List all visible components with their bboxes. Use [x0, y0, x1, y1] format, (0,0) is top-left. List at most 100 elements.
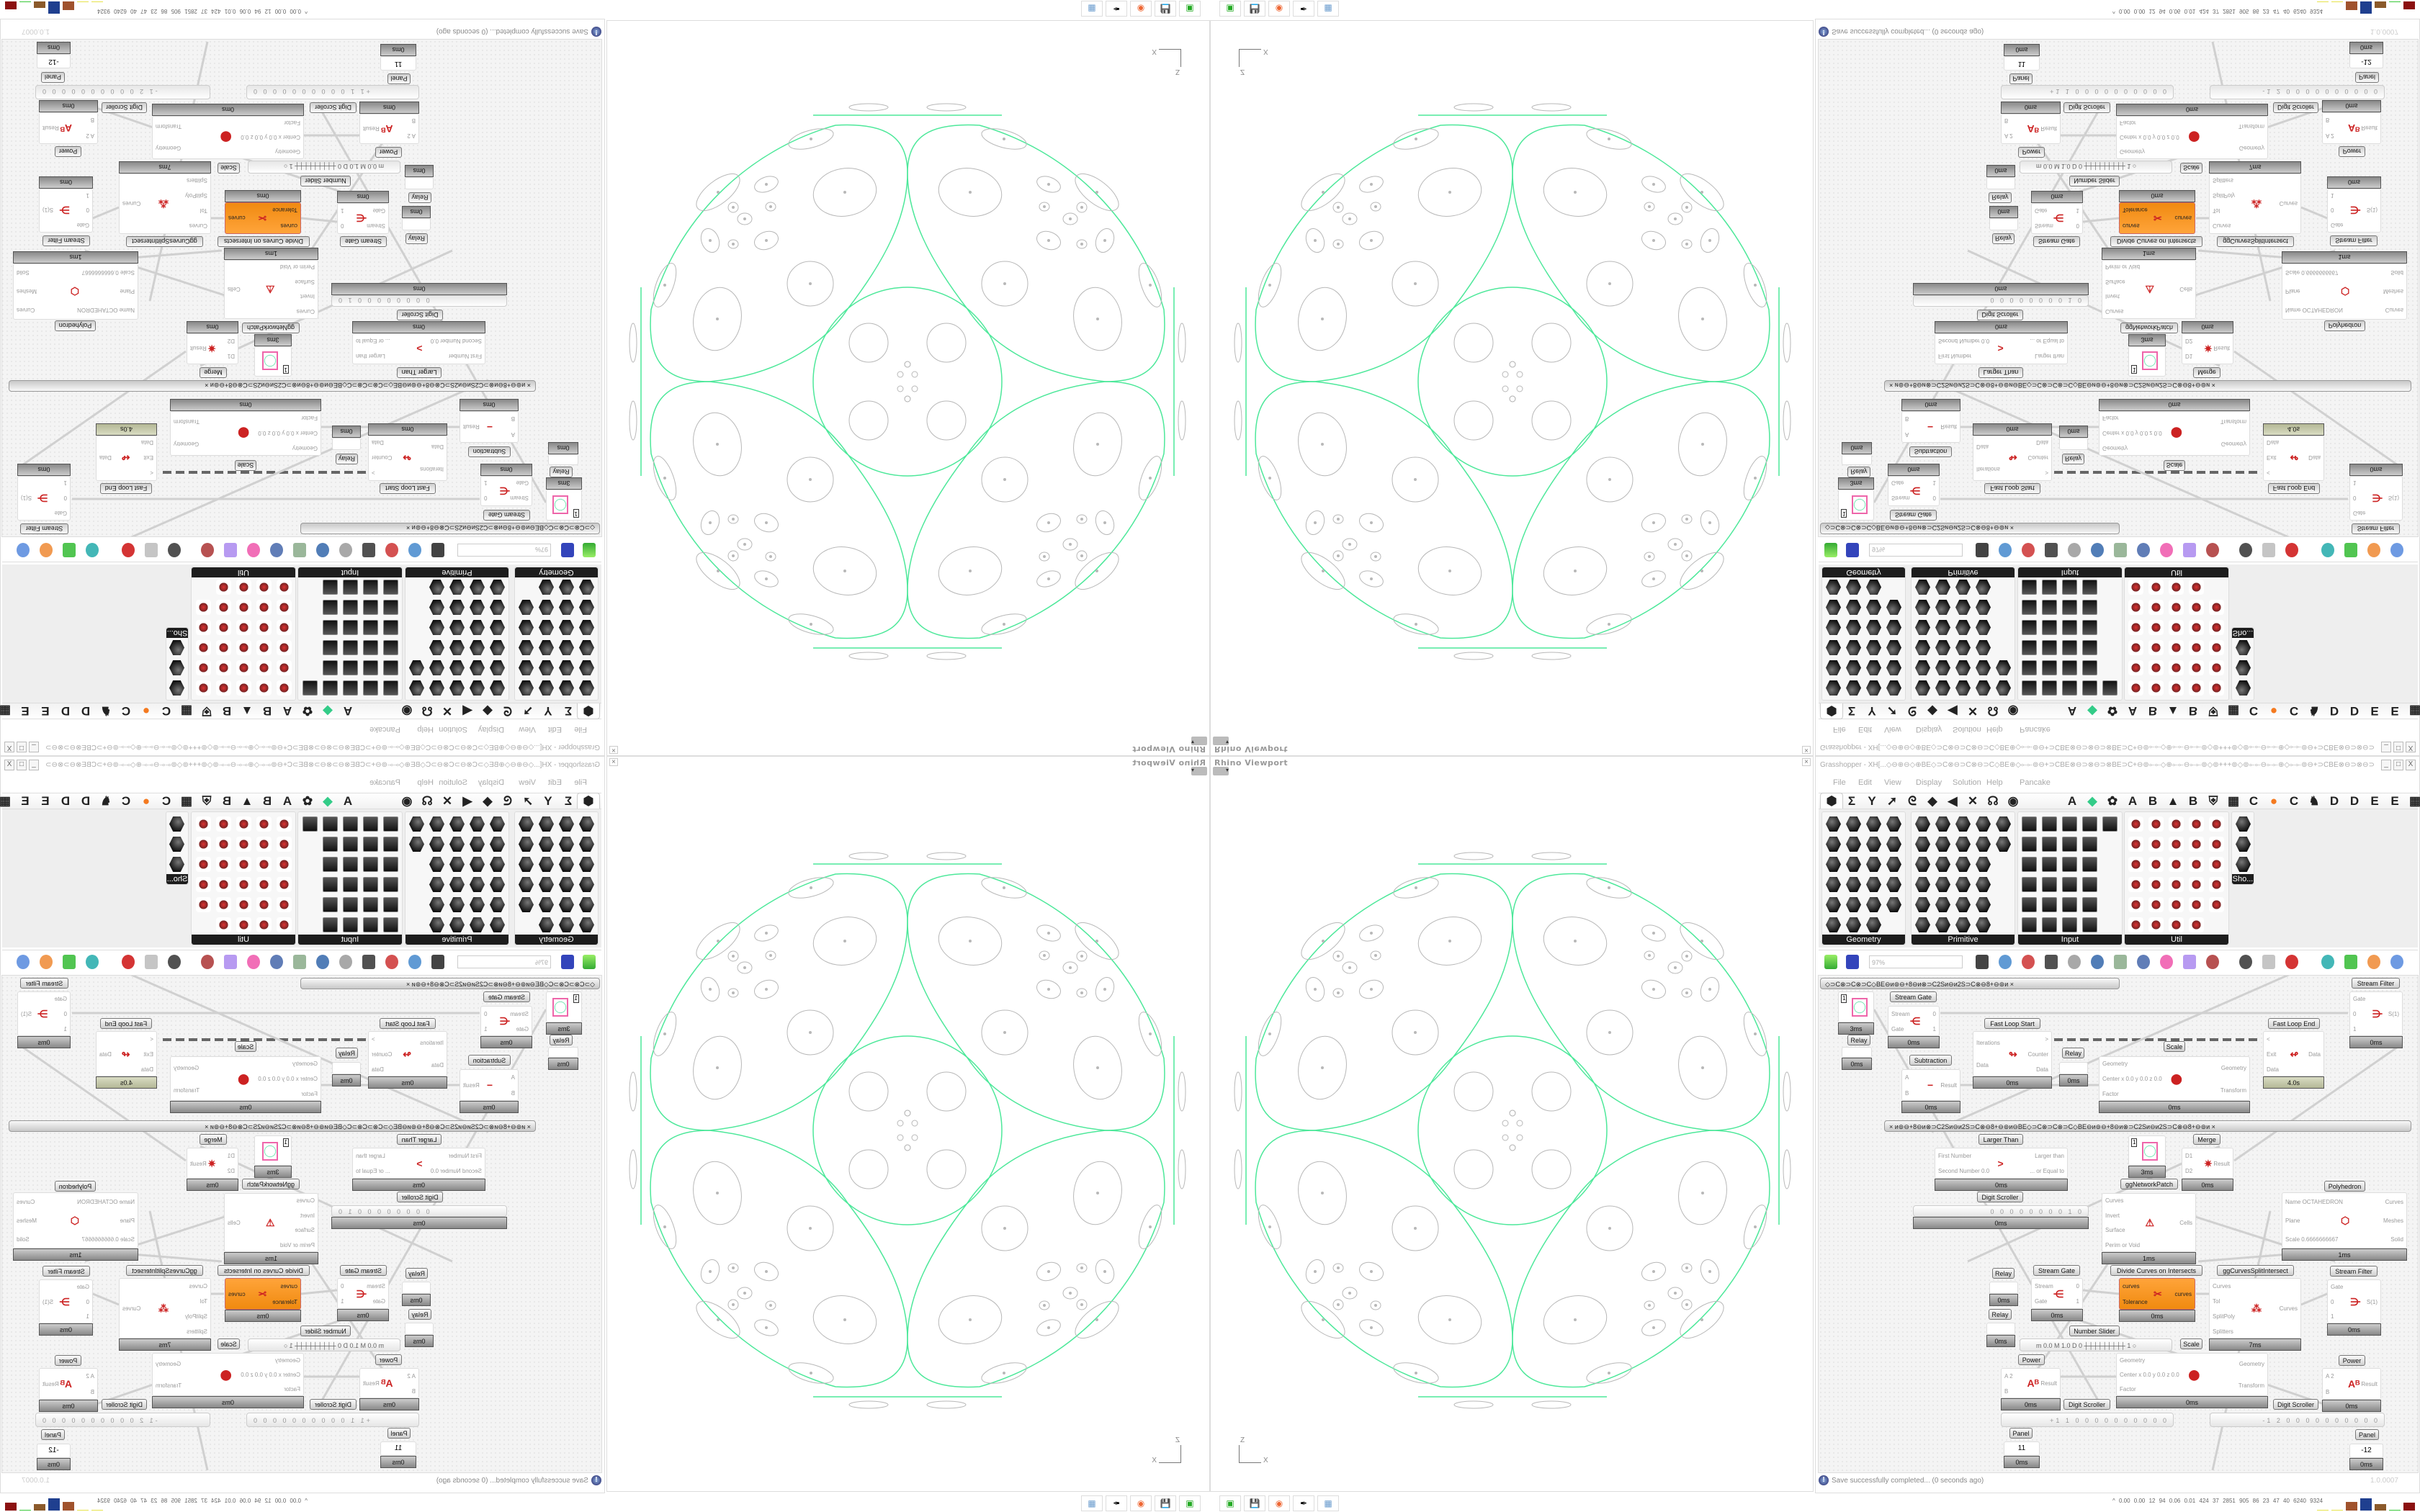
- fast-loop-start-component[interactable]: Iterations Data > Counter Data ↬: [1973, 1031, 2052, 1076]
- wires-icon[interactable]: [201, 955, 214, 969]
- component-icon[interactable]: [216, 897, 231, 912]
- preview-eye-icon[interactable]: [408, 543, 421, 557]
- calculator-icon[interactable]: ▦: [1081, 1495, 1103, 1511]
- component-icon[interactable]: [1935, 600, 1950, 615]
- component-icon[interactable]: [519, 620, 534, 635]
- relay-label[interactable]: Relay: [1989, 1309, 2012, 1320]
- component-icon[interactable]: [470, 837, 485, 852]
- component-icon[interactable]: [1826, 877, 1841, 892]
- component-icon[interactable]: [277, 897, 292, 912]
- component-icon[interactable]: [579, 857, 594, 872]
- ggnetworkpatch-label[interactable]: ggNetworkPatch: [242, 1179, 300, 1189]
- component-icon[interactable]: [277, 816, 292, 832]
- fast-loop-start-label[interactable]: Fast Loop Start: [1984, 483, 2040, 494]
- component-icon[interactable]: [383, 877, 398, 892]
- panel-label[interactable]: Util: [192, 935, 295, 945]
- component-icon[interactable]: [236, 660, 251, 675]
- component-icon[interactable]: [490, 897, 505, 912]
- panel-label[interactable]: Geometry: [1822, 935, 1905, 945]
- transform-tab-icon[interactable]: ☊: [1987, 704, 1999, 718]
- component-icon[interactable]: [343, 640, 358, 655]
- new-file-icon[interactable]: [1824, 955, 1837, 969]
- panel-label[interactable]: Primitive: [405, 935, 508, 945]
- component-icon[interactable]: [2189, 857, 2204, 872]
- menu-file[interactable]: File: [574, 778, 587, 787]
- component-icon[interactable]: [216, 620, 231, 635]
- bake-icon[interactable]: [362, 955, 375, 969]
- component-icon[interactable]: [2169, 660, 2184, 675]
- relay-label[interactable]: Relay: [1847, 467, 1870, 477]
- merge-label[interactable]: Merge: [2193, 1134, 2220, 1145]
- power-label[interactable]: Power: [2018, 147, 2045, 158]
- shield-tab-icon[interactable]: ⛨: [2208, 794, 2218, 808]
- number-slider-label[interactable]: Number Slider: [300, 176, 351, 186]
- component-icon[interactable]: [2022, 897, 2037, 912]
- puzzle-tab-icon[interactable]: ✿: [2107, 794, 2118, 808]
- menu-edit[interactable]: Edit: [1858, 725, 1872, 734]
- stream-gate-component[interactable]: Stream Gate 0 1 ⋲: [1888, 476, 1940, 506]
- vector-tab-icon[interactable]: ➚: [522, 704, 534, 718]
- mesh-tab-icon[interactable]: ◀: [1948, 704, 1958, 718]
- component-icon[interactable]: [2022, 857, 2037, 872]
- component-icon[interactable]: [2082, 580, 2097, 595]
- component-icon[interactable]: [2042, 857, 2057, 872]
- component-icon[interactable]: [277, 620, 292, 635]
- stream-gate-label[interactable]: Stream Gate: [340, 1265, 387, 1276]
- stream-gate-component[interactable]: Stream Gate 0 1 ⋲: [480, 1006, 532, 1036]
- component-icon[interactable]: [256, 660, 272, 675]
- component-icon[interactable]: [470, 816, 485, 832]
- component-icon[interactable]: [2209, 877, 2224, 892]
- intersect-tab-icon[interactable]: ✕: [442, 794, 453, 808]
- component-icon[interactable]: [277, 877, 292, 892]
- component-icon[interactable]: [2082, 837, 2097, 852]
- number-slider[interactable]: m 0.0 M 1.0 D 0 ┼┼┼┼┼┼┼┼┼ 1 ○: [2020, 1338, 2172, 1351]
- component-icon[interactable]: [236, 837, 251, 852]
- component-icon[interactable]: [1935, 857, 1950, 872]
- zoom-extents-icon[interactable]: [1976, 955, 1989, 969]
- component-icon[interactable]: [2148, 897, 2164, 912]
- stream-filter-component[interactable]: Gate 0 1 S(1) ⋺: [39, 189, 93, 233]
- group-bar[interactable]: × ᴎ⊚⊖+8⊖ᴎ⊗⊃C2Sᴎ⊖ᴎ2S⊃C⊗⊖8+⊖⊚ᴎ⊖BE◇⊃C⊗⊃C⊗⊃C…: [9, 380, 536, 392]
- component-icon[interactable]: [449, 640, 465, 655]
- component-icon[interactable]: [2209, 640, 2224, 655]
- stream-gate-component[interactable]: Stream Gate 0 1 ⋲: [2031, 203, 2083, 234]
- plugin-d2-tab-icon[interactable]: D: [2349, 794, 2360, 808]
- component-icon[interactable]: [196, 640, 211, 655]
- menu-solution[interactable]: Solution: [1953, 725, 1981, 734]
- display-tab-icon[interactable]: ◉: [401, 794, 413, 808]
- gha-icon[interactable]: [316, 543, 329, 557]
- component-icon[interactable]: [169, 680, 184, 696]
- component-icon[interactable]: [449, 580, 465, 595]
- component-icon[interactable]: [1826, 897, 1841, 912]
- component-icon[interactable]: [2062, 620, 2077, 635]
- component-icon[interactable]: [2148, 660, 2164, 675]
- plugin-b-tab-icon[interactable]: B: [2148, 794, 2158, 808]
- menu-edit[interactable]: Edit: [548, 725, 562, 734]
- component-icon[interactable]: [277, 580, 292, 595]
- close-button[interactable]: X: [2406, 760, 2416, 770]
- component-icon[interactable]: [216, 660, 231, 675]
- component-icon[interactable]: [490, 580, 505, 595]
- relay-label[interactable]: Relay: [1992, 1268, 2015, 1279]
- component-icon[interactable]: [363, 816, 378, 832]
- component-icon[interactable]: [1955, 600, 1971, 615]
- menu-pancake[interactable]: Pancake: [2020, 725, 2051, 734]
- component-icon[interactable]: [449, 680, 465, 696]
- component-icon[interactable]: [1846, 620, 1861, 635]
- active-tab[interactable]: [1820, 793, 1843, 810]
- power-label[interactable]: Power: [55, 1355, 81, 1366]
- display-tab-icon[interactable]: ◉: [2007, 794, 2019, 808]
- rooster-tab-icon[interactable]: ♞: [2308, 794, 2320, 808]
- component-icon[interactable]: [1955, 837, 1971, 852]
- bulb-icon[interactable]: [224, 955, 237, 969]
- sketch-brush-icon[interactable]: [385, 955, 398, 969]
- component-icon[interactable]: [2128, 660, 2143, 675]
- component-icon[interactable]: [1826, 816, 1841, 832]
- power-component[interactable]: A 2 B Result Aᴮ: [2001, 114, 2061, 144]
- number-slider[interactable]: m 0.0 M 1.0 D 0 ┼┼┼┼┼┼┼┼┼ 1 ○: [248, 1338, 400, 1351]
- cells-icon-component[interactable]: Curves Invert Surface Perim or Void Cells ⚠: [224, 260, 318, 319]
- component-icon[interactable]: [256, 816, 272, 832]
- more-tabs-icon[interactable]: ▦: [0, 704, 12, 718]
- email-icon[interactable]: [2068, 543, 2081, 557]
- maths-tab-icon[interactable]: Σ: [1847, 794, 1856, 808]
